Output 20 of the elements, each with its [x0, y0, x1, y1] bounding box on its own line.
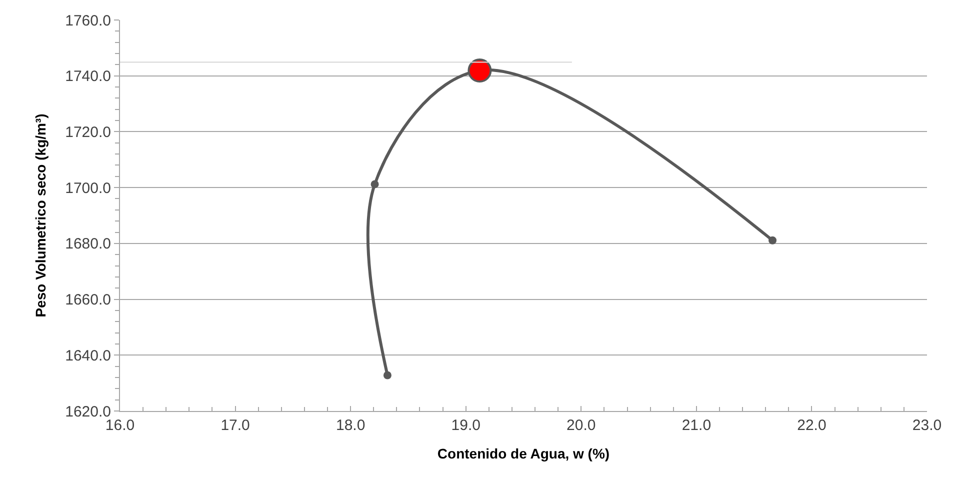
x-tick-label: 23.0: [912, 417, 942, 434]
y-axis-title: Peso Volumetrico seco (kg/m³): [32, 114, 49, 318]
point: [768, 236, 777, 244]
x-axis-title: Contenido de Agua, w (%): [437, 445, 610, 462]
y-tick-label: 1640.0: [65, 347, 111, 364]
point: [383, 371, 392, 380]
point: [468, 58, 492, 83]
y-tick-label: 1680.0: [65, 236, 111, 253]
x-tick-label: 17.0: [220, 417, 250, 434]
y-tick-label: 1660.0: [65, 292, 111, 309]
y-tick-label: 1720.0: [65, 124, 111, 141]
y-tick-label: 1700.0: [65, 180, 111, 197]
x-tick-label: 22.0: [797, 417, 826, 434]
x-tick-label: 18.0: [336, 417, 366, 434]
y-tick-label: 1740.0: [65, 68, 111, 86]
x-tick-label: 20.0: [566, 417, 596, 434]
point: [370, 180, 379, 188]
y-tick-label: 1760.0: [65, 12, 111, 30]
x-tick-label: 21.0: [682, 417, 712, 434]
x-tick-label: 19.0: [451, 417, 480, 434]
